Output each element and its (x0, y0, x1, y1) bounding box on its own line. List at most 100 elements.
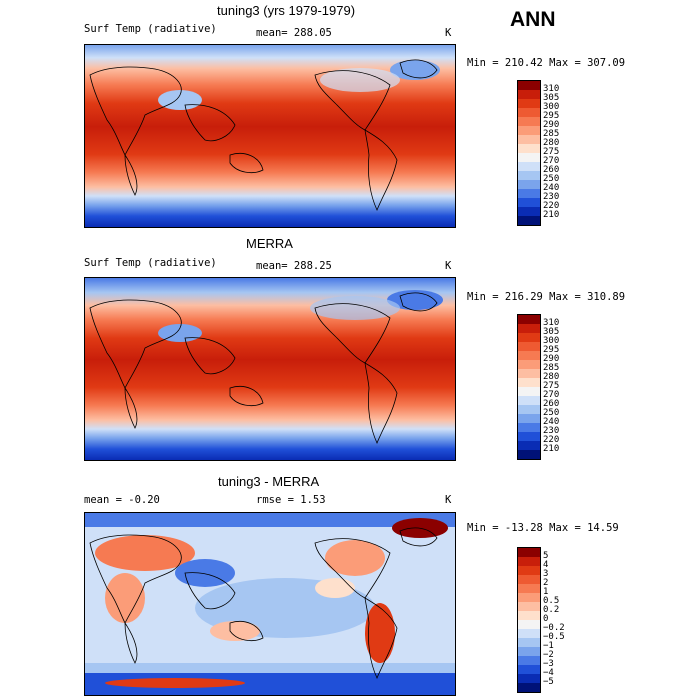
colorbar-tick-label: 210 (543, 443, 560, 454)
colorbar-swatch (518, 611, 540, 620)
colorbar-swatch (518, 441, 540, 450)
colorbar-tick-label: 230 (543, 425, 560, 436)
panel2-coastlines (89, 292, 438, 445)
colorbar-swatch (518, 378, 540, 387)
colorbar-tick-label: 275 (543, 146, 560, 157)
colorbar-tick-label: 310 (543, 83, 560, 94)
colorbar-swatch (518, 575, 540, 584)
panel3-range: Min = -13.28 Max = 14.59 (467, 522, 619, 534)
colorbar-tick-label: −2 (543, 649, 554, 660)
colorbar-swatch (518, 126, 540, 135)
panel2-range: Min = 216.29 Max = 310.89 (467, 291, 626, 303)
panel3-units: K (445, 494, 452, 506)
colorbar-tick-label: 275 (543, 380, 560, 391)
colorbar-swatch (518, 450, 540, 459)
colorbar-swatch (518, 593, 540, 602)
colorbar-swatch (518, 396, 540, 405)
colorbar-swatch (518, 324, 540, 333)
colorbar-swatch (518, 144, 540, 153)
colorbar-swatch (518, 207, 540, 216)
colorbar-tick-label: −1 (543, 640, 554, 651)
colorbar-tick-label: 4 (543, 559, 549, 570)
season-label: ANN (510, 8, 556, 31)
colorbar-tick-label: 5 (543, 550, 549, 561)
colorbar-swatch (518, 566, 540, 575)
colorbar-swatch (518, 584, 540, 593)
colorbar-swatch (518, 198, 540, 207)
colorbar-tick-label: 260 (543, 164, 560, 175)
colorbar-swatch (518, 108, 540, 117)
colorbar-tick-label: 290 (543, 353, 560, 364)
colorbar-swatch (518, 81, 540, 90)
colorbar-swatch (518, 387, 540, 396)
panel1-mean: mean= 288.05 (256, 27, 332, 39)
panel2-map (84, 277, 456, 461)
colorbar-tick-label: 280 (543, 137, 560, 148)
colorbar-swatch (518, 216, 540, 225)
colorbar-swatch (518, 99, 540, 108)
colorbar-swatch (518, 665, 540, 674)
colorbar-tick-label: 260 (543, 398, 560, 409)
colorbar-tick-label: 300 (543, 101, 560, 112)
panel2-title: MERRA (246, 236, 293, 251)
colorbar-tick-label: −0.2 (543, 622, 565, 633)
colorbar-tick-label: −3 (543, 658, 554, 669)
colorbar-swatch (518, 602, 540, 611)
colorbar-tick-label: 240 (543, 416, 560, 427)
colorbar-tick-label: 250 (543, 173, 560, 184)
panel1-title: tuning3 (yrs 1979-1979) (217, 3, 356, 18)
colorbar-tick-label: 3 (543, 568, 549, 579)
colorbar-tick-label: 220 (543, 434, 560, 445)
panel1-range: Min = 210.42 Max = 307.09 (467, 57, 626, 69)
colorbar-tick-label: 295 (543, 344, 560, 355)
colorbar-swatch (518, 414, 540, 423)
colorbar-swatch (518, 360, 540, 369)
panel1-colorbar (517, 80, 541, 226)
colorbar-swatch (518, 162, 540, 171)
panel2-units: K (445, 260, 452, 272)
colorbar-tick-label: 270 (543, 389, 560, 400)
colorbar-tick-label: 210 (543, 209, 560, 220)
colorbar-tick-label: 250 (543, 407, 560, 418)
colorbar-swatch (518, 315, 540, 324)
colorbar-tick-label: 270 (543, 155, 560, 166)
panel3-title: tuning3 - MERRA (218, 474, 320, 489)
colorbar-swatch (518, 180, 540, 189)
colorbar-tick-label: 295 (543, 110, 560, 121)
colorbar-tick-label: 285 (543, 362, 560, 373)
colorbar-swatch (518, 620, 540, 629)
colorbar-swatch (518, 153, 540, 162)
colorbar-tick-label: −0.5 (543, 631, 565, 642)
colorbar-swatch (518, 117, 540, 126)
colorbar-swatch (518, 557, 540, 566)
colorbar-tick-label: 300 (543, 335, 560, 346)
colorbar-swatch (518, 674, 540, 683)
panel3-coastlines (89, 527, 438, 680)
panel2-mean: mean= 288.25 (256, 260, 332, 272)
panel2-variable: Surf Temp (radiative) (84, 257, 217, 269)
panel3-mean: mean = -0.20 (84, 494, 160, 506)
colorbar-swatch (518, 548, 540, 557)
colorbar-swatch (518, 432, 540, 441)
colorbar-swatch (518, 171, 540, 180)
colorbar-tick-label: 290 (543, 119, 560, 130)
panel1-map (84, 44, 456, 228)
colorbar-swatch (518, 656, 540, 665)
colorbar-tick-label: 280 (543, 371, 560, 382)
panel3-colorbar (517, 547, 541, 693)
colorbar-tick-label: 305 (543, 326, 560, 337)
colorbar-tick-label: 0.2 (543, 604, 560, 615)
colorbar-swatch (518, 90, 540, 99)
panel3-rmse: rmse = 1.53 (256, 494, 326, 506)
panel3-difference-field (85, 513, 455, 695)
colorbar-swatch (518, 647, 540, 656)
colorbar-tick-label: 305 (543, 92, 560, 103)
colorbar-tick-label: −4 (543, 667, 554, 678)
panel1-temperature-field (85, 45, 455, 227)
colorbar-tick-label: 1 (543, 586, 549, 597)
panel2-temperature-field (85, 278, 455, 460)
colorbar-tick-label: 240 (543, 182, 560, 193)
colorbar-tick-label: 310 (543, 317, 560, 328)
colorbar-tick-label: 285 (543, 128, 560, 139)
panel1-units: K (445, 27, 452, 39)
